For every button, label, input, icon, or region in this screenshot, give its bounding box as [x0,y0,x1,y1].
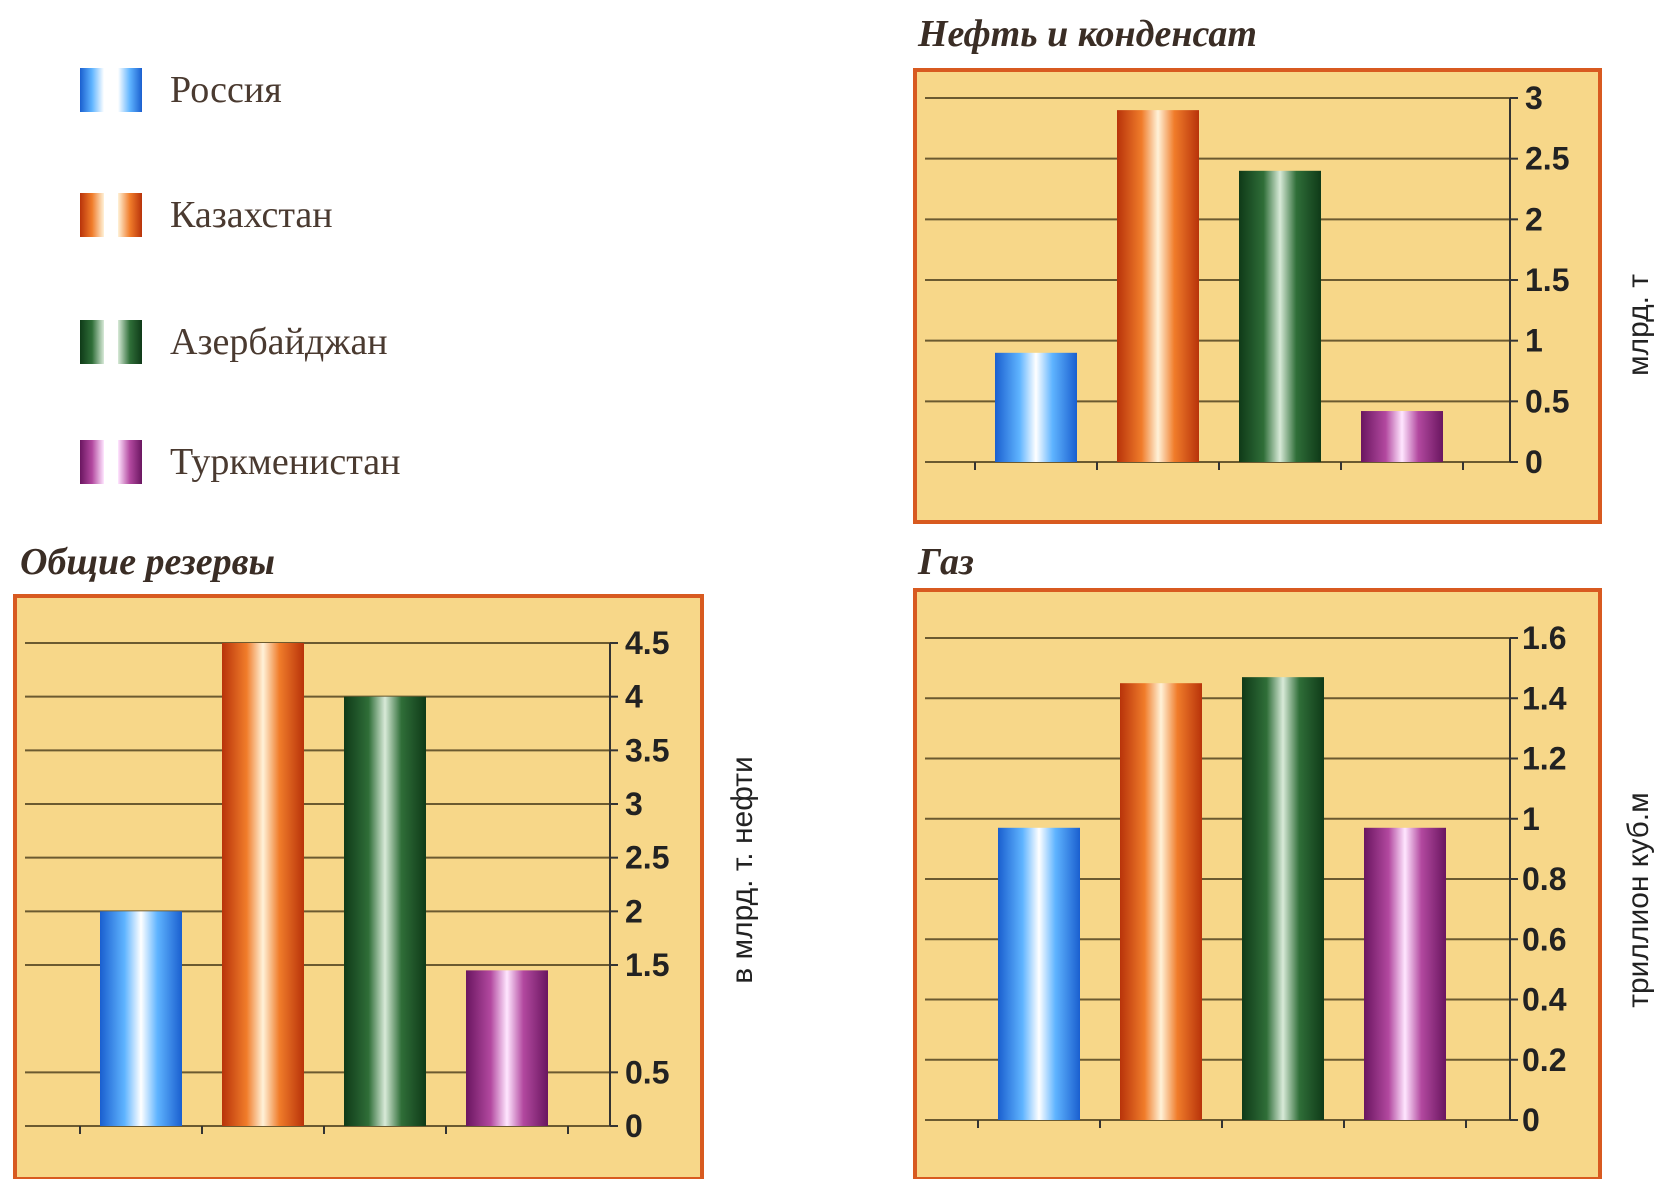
y-tick-label: 1.4 [1522,680,1567,716]
y-axis-label: триллион куб.м [1622,792,1655,1007]
y-tick-label: 0.6 [1522,921,1566,957]
y-tick-label: 2 [1525,201,1543,237]
y-tick-label: 4 [625,679,643,715]
y-tick-label: 1.2 [1522,741,1566,777]
legend-item-turkmenistan: Туркменистан [80,437,401,487]
bar-kazakhstan [1120,683,1202,1120]
y-tick-label: 1 [1522,801,1540,837]
legend-swatch-kazakhstan [80,193,142,237]
legend-swatch-block [80,320,104,364]
bar-russia [998,827,1080,1120]
y-tick-label: 0 [625,1108,643,1144]
legend-swatch-block [80,68,104,112]
chart-title-total: Общие резервы [20,541,275,583]
y-tick-label: 2.5 [1525,141,1569,177]
bar-azerbaijan [1242,677,1324,1120]
y-tick-label: 0.5 [625,1054,669,1090]
y-tick-label: 1.5 [1525,262,1569,298]
bar-kazakhstan [1117,110,1199,462]
y-tick-label: 0.8 [1522,861,1566,897]
bar-turkmenistan [466,970,548,1126]
bar-turkmenistan [1361,411,1443,462]
legend-swatch-azerbaijan [80,320,142,364]
y-tick-label: 1 [1525,323,1543,359]
legend-swatch-block [118,68,142,112]
legend-swatch-block [118,193,142,237]
bar-russia [100,911,182,1126]
legend-label-kazakhstan: Казахстан [170,194,333,236]
legend-swatch-block [118,320,142,364]
legend-item-kazakhstan: Казахстан [80,190,333,240]
y-axis-label: в млрд. т. нефти [726,756,759,983]
legend-swatch-russia [80,68,142,112]
y-tick-label: 1.5 [625,947,669,983]
legend-swatch-turkmenistan [80,440,142,484]
y-tick-label: 3.5 [625,732,669,768]
legend-item-azerbaijan: Азербайджан [80,317,388,367]
legend: Россия Казахстан Азербайджан Туркмениста… [80,40,640,500]
legend-label-turkmenistan: Туркменистан [170,441,401,483]
bar-kazakhstan [222,643,304,1126]
legend-label-russia: Россия [170,69,282,111]
y-tick-label: 0.5 [1525,383,1569,419]
legend-swatch-block [80,440,104,484]
y-tick-label: 2.5 [625,840,669,876]
y-tick-label: 2 [625,893,643,929]
chart-title-oil: Нефть и конденсат [918,13,1257,55]
bar-azerbaijan [344,696,426,1126]
y-tick-label: 0.2 [1522,1042,1566,1078]
y-tick-label: 4.5 [625,625,669,661]
bar-russia [995,352,1077,462]
y-tick-label: 0.4 [1522,982,1567,1018]
y-tick-label: 3 [625,786,643,822]
y-tick-label: 0 [1525,444,1543,480]
y-axis-label: млрд. т [1622,274,1655,376]
y-tick-label: 1.6 [1522,620,1566,656]
bar-turkmenistan [1364,827,1446,1120]
y-tick-label: 3 [1525,80,1543,116]
chart-title-gas: Газ [918,541,974,583]
legend-swatch-block [80,193,104,237]
legend-label-azerbaijan: Азербайджан [170,321,388,363]
y-tick-label: 0 [1522,1102,1540,1138]
bar-azerbaijan [1239,170,1321,463]
legend-swatch-block [118,440,142,484]
legend-item-russia: Россия [80,65,282,115]
